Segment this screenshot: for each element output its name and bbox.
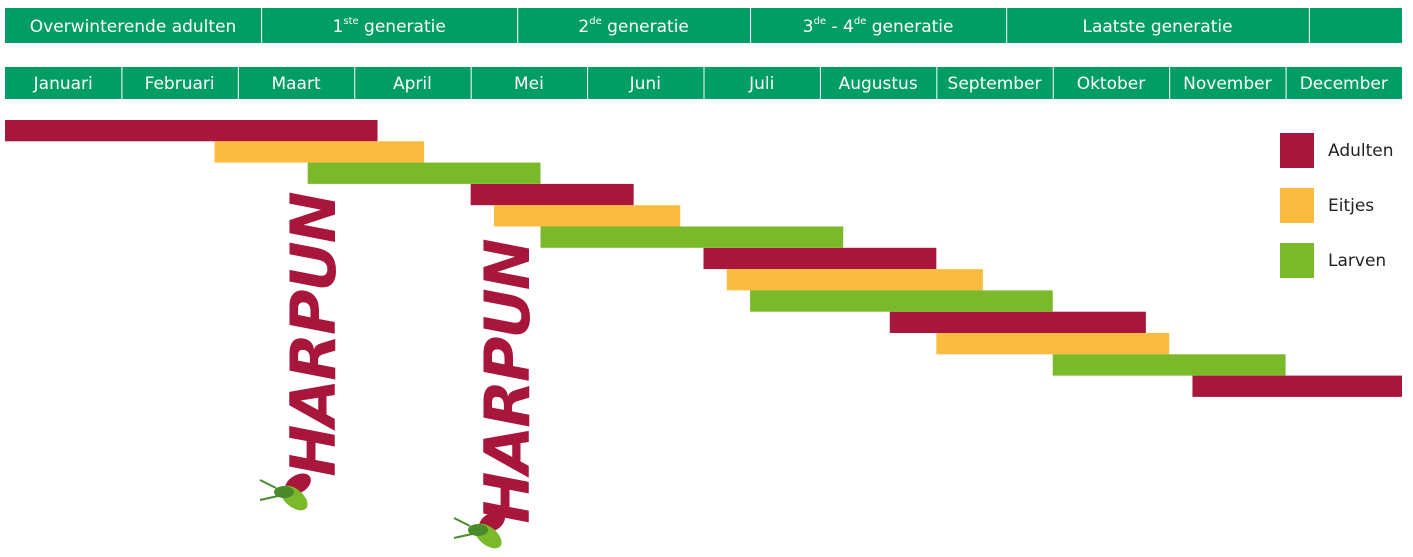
month-label: Juni [629, 74, 661, 94]
generation-label: 3de - 4de generatie [803, 16, 954, 37]
month-label: Mei [514, 74, 544, 94]
generation-label: Laatste generatie [1082, 17, 1232, 37]
generation-cell [1310, 8, 1402, 43]
month-label: November [1183, 74, 1271, 94]
logo-text: HARPUN [277, 192, 350, 476]
legend-label: Eitjes [1328, 196, 1374, 216]
bar [471, 184, 634, 205]
legend-swatch [1280, 133, 1314, 168]
logo-text: HARPUN [471, 239, 544, 523]
label-part: Laatste generatie [1082, 17, 1232, 37]
bar [890, 312, 1146, 333]
superscript: de [854, 16, 867, 27]
month-label: December [1300, 74, 1388, 94]
legend-swatch [1280, 188, 1314, 223]
superscript: de [814, 16, 827, 27]
legend-swatch [1280, 243, 1314, 278]
bar [541, 227, 844, 248]
label-part: 3 [803, 17, 814, 37]
chart: HARPUN HARPUN Overwinterende adulten 1ste… [0, 0, 1413, 557]
superscript: ste [343, 16, 358, 27]
bar [936, 333, 1169, 354]
month-label: Januari [33, 74, 93, 94]
month-label: Maart [271, 74, 320, 94]
logo: HARPUN HARPUN [260, 192, 544, 553]
bar [494, 205, 680, 226]
label-part: 2 [578, 17, 589, 37]
month-label: April [393, 74, 432, 94]
bar [1192, 376, 1402, 397]
bar [215, 141, 425, 162]
superscript: de [589, 16, 602, 27]
generation-label: Overwinterende adulten [30, 17, 237, 37]
month-label: Augustus [839, 74, 918, 94]
bar [1053, 354, 1286, 375]
bar [5, 120, 378, 141]
legend-label: Larven [1328, 251, 1386, 271]
legend-label: Adulten [1328, 141, 1394, 161]
bar [727, 269, 983, 290]
bar [704, 248, 937, 269]
month-label: Oktober [1077, 74, 1146, 94]
bar [308, 163, 541, 184]
label-part: generatie [359, 17, 446, 37]
month-label: Februari [145, 74, 215, 94]
month-label: September [948, 74, 1042, 94]
label-part: - 4 [826, 17, 854, 37]
label-part: 1 [333, 17, 344, 37]
month-label: Juli [748, 74, 774, 94]
bar [750, 290, 1053, 311]
label-part: generatie [866, 17, 953, 37]
label-part: Overwinterende adulten [30, 17, 237, 37]
label-part: generatie [602, 17, 689, 37]
